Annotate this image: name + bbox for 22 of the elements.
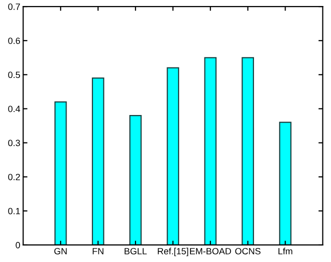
y-tick-label: 0.4 [8,106,20,112]
x-tick-label: FN [92,248,104,254]
y-tick-label: 0.2 [8,174,20,180]
x-tick-label: BGLL [124,248,147,254]
bar [166,67,180,245]
y-tick-label: 0.5 [8,72,20,78]
bar [204,57,217,245]
y-tick-label: 0 [16,242,20,248]
x-tick-label: GN [54,248,67,254]
bar [242,57,254,245]
x-tick-label: Lfm [278,248,292,254]
bar [129,114,142,245]
bar [279,122,292,245]
x-tick-label: EM-BOAD [190,248,232,254]
bar [54,101,67,245]
x-tick-label: Ref.[15] [158,248,188,256]
x-tick-label: OCNS [235,248,260,254]
bar [92,78,104,245]
y-tick-label: 0.6 [8,38,20,44]
y-tick-label: 0.1 [8,208,20,214]
y-tick-label: 0.3 [8,140,20,146]
y-tick-label: 0.7 [8,4,20,10]
